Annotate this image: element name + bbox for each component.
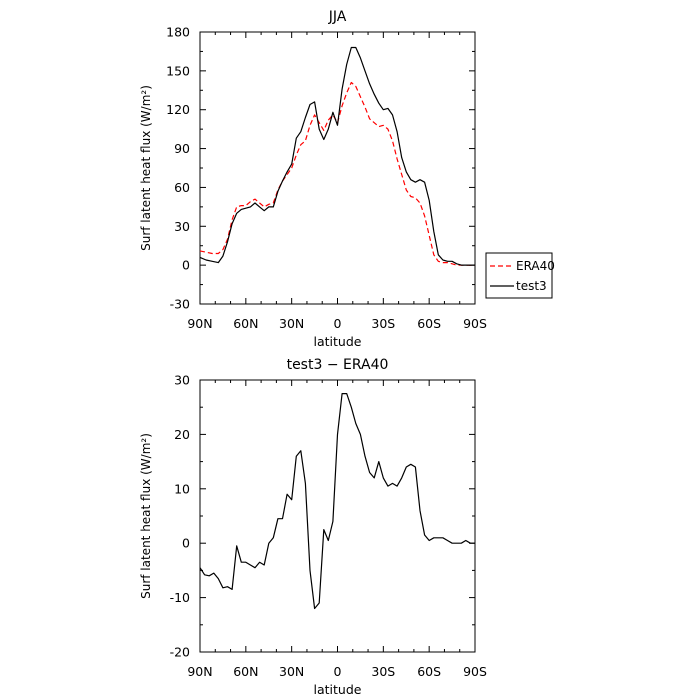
x-tick-label: 90N [187,664,212,679]
y-tick-label: 30 [174,219,190,234]
x-tick-label: 90S [463,316,487,331]
chart-title: JJA [328,9,347,25]
legend-box [485,252,553,299]
y-tick-label: -20 [170,645,190,660]
y-tick-label: 180 [166,25,190,40]
plot-frame-2 [199,379,476,653]
y-axis-label: Surf latent heat flux (W/m²) [139,433,153,599]
x-tick-label: 60N [233,664,258,679]
y-tick-label: 90 [174,141,190,156]
x-tick-label: 60N [233,316,258,331]
series-line-era40 [199,81,475,266]
y-tick-label: 0 [182,536,190,551]
chart-title: test3 − ERA40 [287,357,389,373]
x-tick-label: 60S [417,316,441,331]
legend-label-test3: test3 [516,279,547,293]
x-tick-label: 0 [334,316,342,331]
x-tick-label: 0 [334,664,342,679]
x-tick-label: 90N [187,316,212,331]
x-tick-label: 90S [463,664,487,679]
x-axis-label: latitude [314,334,362,349]
y-axis-label: Surf latent heat flux (W/m²) [139,85,153,251]
x-tick-label: 30S [371,316,395,331]
series-line-test3 [199,46,475,266]
plot-frame-1 [199,31,476,305]
y-tick-label: 10 [174,481,190,496]
series-line-2 [199,393,475,610]
x-tick-label: 60S [417,664,441,679]
y-tick-label: -10 [170,590,190,605]
y-tick-label: 150 [166,63,190,78]
x-axis-label: latitude [314,682,362,697]
y-tick-label: 0 [182,258,190,273]
y-tick-label: 120 [166,102,190,117]
y-tick-label: 30 [174,373,190,388]
x-tick-label: 30N [279,316,304,331]
y-tick-label: 60 [174,180,190,195]
y-tick-label: -30 [170,297,190,312]
y-tick-label: 20 [174,427,190,442]
x-tick-label: 30S [371,664,395,679]
legend-label-era40: ERA40 [516,259,555,273]
x-tick-label: 30N [279,664,304,679]
